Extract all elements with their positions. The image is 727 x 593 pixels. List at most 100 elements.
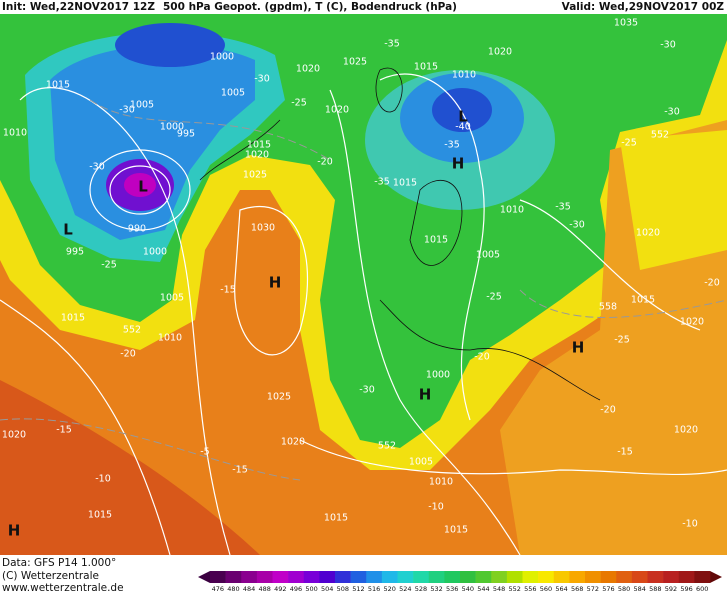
contour-label: 1000: [426, 370, 450, 381]
contour-label: 1020: [488, 47, 512, 58]
data-source: Data: GFS P14 1.000°: [2, 557, 116, 569]
colorbar-segment: [616, 571, 633, 583]
blue-region: [50, 44, 255, 240]
colorbar-label: 512: [352, 585, 364, 593]
contour-label: -10: [95, 474, 111, 485]
colorbar-label: 488: [258, 585, 270, 593]
isotherm: [89, 99, 331, 161]
colorbar-segment: [647, 571, 664, 583]
contour-label: -30: [359, 385, 375, 396]
colorbar-segment: [272, 571, 289, 583]
colorbar: 476 480 484 488 492 496 500 504 508 512 516 520 524 5…: [198, 571, 722, 593]
contour-label: 1010: [500, 205, 524, 216]
copyright: (C) Wetterzentrale: [2, 570, 99, 582]
valid-time: Valid: Wed,29NOV2017 00Z: [562, 1, 725, 13]
contour-label: 1005: [409, 457, 433, 468]
contour-label: 1010: [158, 333, 182, 344]
contour-label: -30: [664, 107, 680, 118]
coastline: [379, 299, 601, 401]
blue-core: [432, 88, 492, 132]
colorbar-segment: [491, 571, 508, 583]
contour-label: 1020: [296, 64, 320, 75]
coastline: [375, 67, 403, 113]
contour-label: -20: [317, 157, 333, 168]
contour-label: -20: [704, 278, 720, 289]
contour-label: 1020: [2, 430, 26, 441]
colorbar-segment: [288, 571, 305, 583]
colorbar-segment: [210, 571, 226, 583]
contour-label: 1020: [281, 437, 305, 448]
colorbar-segment: [569, 571, 586, 583]
contour-label: 1015: [631, 295, 655, 306]
colorbar-label: 516: [368, 585, 380, 593]
contour-label: 1015: [424, 235, 448, 246]
contour-label: -35: [555, 202, 571, 213]
colorbar-segment: [694, 571, 711, 583]
website: www.wetterzentrale.de: [2, 582, 124, 593]
contour-label: -25: [614, 335, 630, 346]
colorbar-segment: [366, 571, 383, 583]
colorbar-label: 592: [665, 585, 677, 593]
contour-label: 1005: [130, 100, 154, 111]
contour-label: 1025: [267, 392, 291, 403]
colorbar-label: 600: [696, 585, 708, 593]
colorbar-label: 544: [477, 585, 489, 593]
contour-label: -15: [232, 465, 248, 476]
contour-label: 1025: [243, 170, 267, 181]
colorbar-label: 480: [227, 585, 239, 593]
contour-label: 1005: [221, 88, 245, 99]
contour-label: 1015: [393, 178, 417, 189]
colorbar-segment: [522, 571, 539, 583]
coastline: [409, 180, 463, 266]
contour-label: -35: [384, 39, 400, 50]
contour-label: 1015: [444, 525, 468, 536]
pressure-center: H: [572, 339, 585, 357]
isobar: [329, 89, 521, 556]
colorbar-label: 580: [618, 585, 630, 593]
colorbar-segment: [319, 571, 336, 583]
colorbar-label: 564: [555, 585, 567, 593]
colorbar-label: 588: [649, 585, 661, 593]
contour-label: 995: [177, 129, 195, 140]
contour-label: 552: [651, 130, 669, 141]
colorbar-segment: [428, 571, 445, 583]
purple-core: [124, 173, 156, 197]
contour-label: 1000: [160, 122, 184, 133]
contour-label: -15: [220, 285, 236, 296]
pressure-center: L: [138, 178, 148, 196]
colorbar-segment: [225, 571, 242, 583]
colorbar-label: 584: [633, 585, 645, 593]
isotherms: [0, 99, 727, 481]
contour-label: -25: [101, 260, 117, 271]
contour-label: -30: [569, 220, 585, 231]
colorbar-label: 476: [212, 585, 224, 593]
contour-label: 1020: [325, 105, 349, 116]
contour-label: -10: [428, 502, 444, 513]
contour-label: 1020: [245, 150, 269, 161]
colorbar-segment: [335, 571, 351, 583]
contour-label: 990: [128, 224, 146, 235]
pressure-center: L: [458, 108, 468, 126]
init-time: Init: Wed,22NOV2017 12Z: [2, 1, 155, 13]
coastlines: [199, 67, 601, 401]
contour-label: -30: [660, 40, 676, 51]
isobar: [0, 299, 171, 556]
colorbar-label: 484: [243, 585, 255, 593]
colorbar-segment: [413, 571, 430, 583]
colorbar-segment: [241, 571, 258, 583]
colorbar-label: 548: [493, 585, 505, 593]
contour-label: 1010: [429, 477, 453, 488]
contour-label: 1030: [251, 223, 275, 234]
colorbar-label: 520: [383, 585, 395, 593]
contour-label: 558: [599, 302, 617, 313]
colorbar-arrow: [198, 571, 210, 583]
colorbar-segment: [678, 571, 695, 583]
colorbar-segment: [475, 571, 492, 583]
isobar: [519, 199, 701, 331]
isobar: [109, 165, 171, 215]
pressure-center: H: [8, 522, 21, 540]
colorbar-segment: [350, 571, 367, 583]
colorbar-segment: [663, 571, 680, 583]
colorbar-label: 536: [446, 585, 458, 593]
